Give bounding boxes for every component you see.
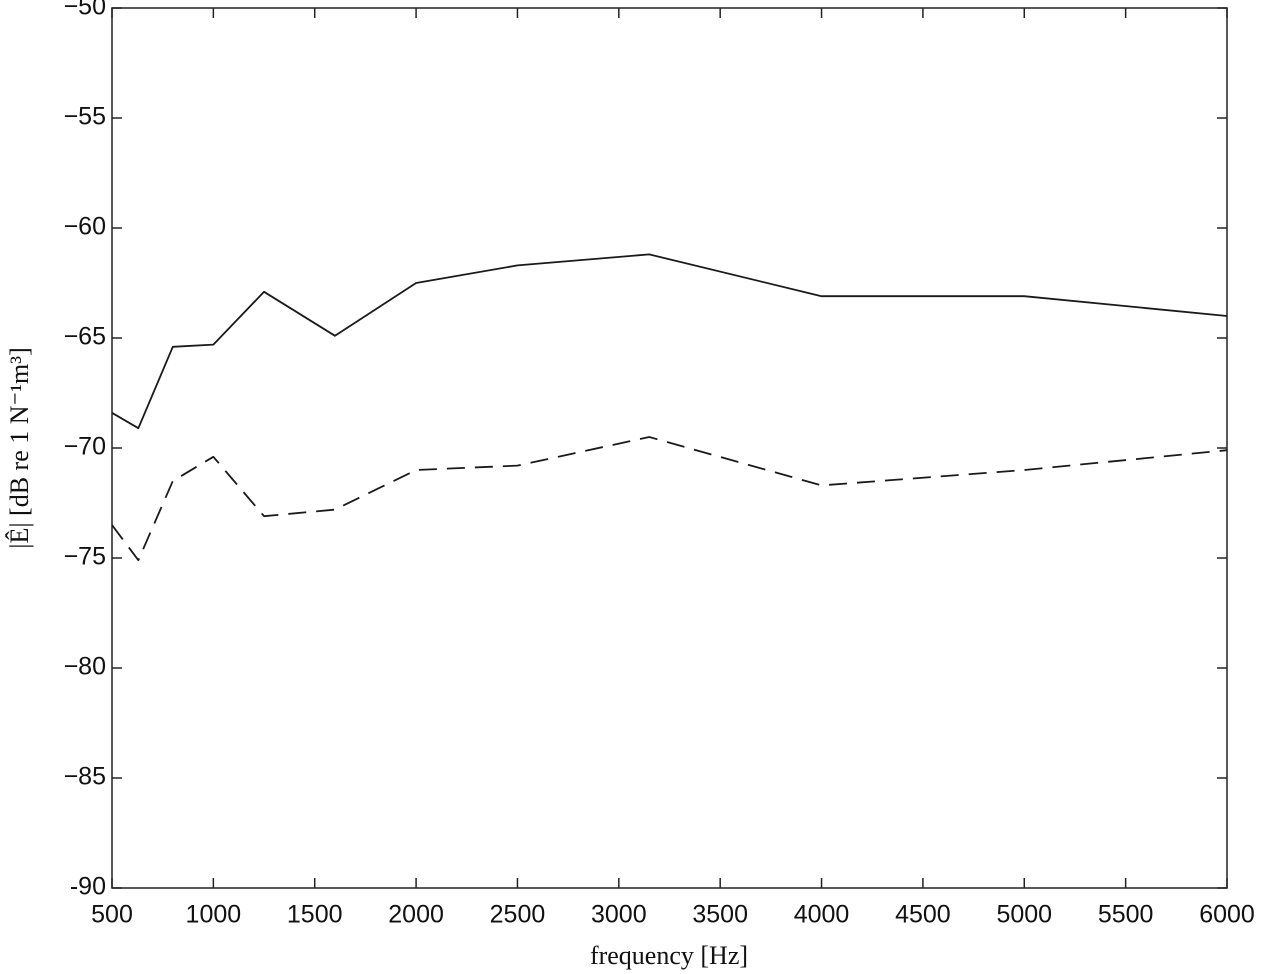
x-tick-label: 3000 (591, 901, 647, 929)
x-tick-label: 2500 (490, 901, 546, 929)
x-tick-label: 4000 (794, 901, 850, 929)
y-tick-label: −80 (64, 653, 106, 681)
x-tick-label: 6000 (1199, 901, 1255, 929)
series-line (111, 436, 1228, 562)
x-tick-label: 5500 (1098, 901, 1154, 929)
series-line (111, 253, 1228, 430)
y-tick-label: −70 (64, 433, 106, 461)
y-tick-label: −85 (64, 763, 106, 791)
x-axis-label: frequency [Hz] (590, 941, 748, 970)
plot-frame (111, 7, 1228, 889)
x-tick-label: 500 (91, 901, 133, 929)
y-tick-label: −65 (64, 323, 106, 351)
x-tick-label: 1000 (186, 901, 242, 929)
y-tick-label: −60 (64, 213, 106, 241)
y-tick-label: -90 (70, 873, 106, 901)
x-tick-label: 3500 (692, 901, 748, 929)
y-axis-label: |Ê| [dB re 1 N⁻¹m³] (5, 347, 34, 548)
x-tick-label: 2000 (388, 901, 444, 929)
x-tick-label: 5000 (996, 901, 1052, 929)
x-tick-label: 4500 (895, 901, 951, 929)
x-tick-label: 1500 (287, 901, 343, 929)
y-tick-label: −75 (64, 543, 106, 571)
y-tick-label: −50 (64, 0, 106, 21)
y-tick-label: −55 (64, 103, 106, 131)
